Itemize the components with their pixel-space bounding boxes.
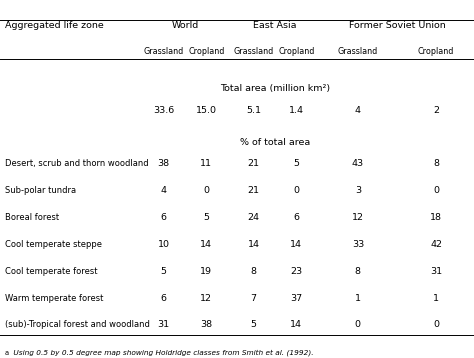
Text: 12: 12 <box>200 294 212 303</box>
Text: World: World <box>171 21 199 30</box>
Text: Grassland: Grassland <box>338 47 378 55</box>
Text: Cropland: Cropland <box>418 47 454 55</box>
Text: 37: 37 <box>290 294 302 303</box>
Text: 8: 8 <box>251 267 256 276</box>
Text: 0: 0 <box>203 186 209 195</box>
Text: 1: 1 <box>433 294 439 303</box>
Text: 33: 33 <box>352 240 364 249</box>
Text: 14: 14 <box>200 240 212 249</box>
Text: Boreal forest: Boreal forest <box>5 213 59 222</box>
Text: 6: 6 <box>293 213 299 222</box>
Text: 10: 10 <box>157 240 170 249</box>
Text: 5.1: 5.1 <box>246 106 261 115</box>
Text: 1: 1 <box>355 294 361 303</box>
Text: 24: 24 <box>247 213 260 222</box>
Text: 0: 0 <box>433 320 439 329</box>
Text: 43: 43 <box>352 159 364 168</box>
Text: 5: 5 <box>161 267 166 276</box>
Text: Desert, scrub and thorn woodland: Desert, scrub and thorn woodland <box>5 159 148 168</box>
Text: 14: 14 <box>290 320 302 329</box>
Text: East Asia: East Asia <box>253 21 297 30</box>
Text: 0: 0 <box>355 320 361 329</box>
Text: Grassland: Grassland <box>234 47 273 55</box>
Text: 15.0: 15.0 <box>196 106 217 115</box>
Text: 2: 2 <box>433 106 439 115</box>
Text: 8: 8 <box>355 267 361 276</box>
Text: Total area (million km²): Total area (million km²) <box>220 84 330 93</box>
Text: 4: 4 <box>355 106 361 115</box>
Text: 12: 12 <box>352 213 364 222</box>
Text: 0: 0 <box>433 186 439 195</box>
Text: Cropland: Cropland <box>278 47 314 55</box>
Text: Warm temperate forest: Warm temperate forest <box>5 294 103 303</box>
Text: 19: 19 <box>200 267 212 276</box>
Text: Sub-polar tundra: Sub-polar tundra <box>5 186 76 195</box>
Text: Using 0.5 by 0.5 degree map showing Holdridge classes from Smith et al. (1992).: Using 0.5 by 0.5 degree map showing Hold… <box>11 350 313 356</box>
Text: 38: 38 <box>157 159 170 168</box>
Text: 42: 42 <box>430 240 442 249</box>
Text: 38: 38 <box>200 320 212 329</box>
Text: 11: 11 <box>200 159 212 168</box>
Text: 33.6: 33.6 <box>153 106 174 115</box>
Text: Cropland: Cropland <box>188 47 224 55</box>
Text: 31: 31 <box>430 267 442 276</box>
Text: a: a <box>5 350 9 356</box>
Text: 6: 6 <box>161 213 166 222</box>
Text: 5: 5 <box>293 159 299 168</box>
Text: 5: 5 <box>203 213 209 222</box>
Text: Aggregated life zone: Aggregated life zone <box>5 21 103 30</box>
Text: 1.4: 1.4 <box>289 106 304 115</box>
Text: 5: 5 <box>251 320 256 329</box>
Text: (sub)-Tropical forest and woodland: (sub)-Tropical forest and woodland <box>5 320 150 329</box>
Text: 21: 21 <box>247 159 260 168</box>
Text: 21: 21 <box>247 186 260 195</box>
Text: 0: 0 <box>293 186 299 195</box>
Text: 18: 18 <box>430 213 442 222</box>
Text: 14: 14 <box>290 240 302 249</box>
Text: Cool temperate steppe: Cool temperate steppe <box>5 240 102 249</box>
Text: 23: 23 <box>290 267 302 276</box>
Text: % of total area: % of total area <box>240 138 310 147</box>
Text: 31: 31 <box>157 320 170 329</box>
Text: Former Soviet Union: Former Soviet Union <box>349 21 446 30</box>
Text: 8: 8 <box>433 159 439 168</box>
Text: 4: 4 <box>161 186 166 195</box>
Text: 3: 3 <box>355 186 361 195</box>
Text: 14: 14 <box>247 240 260 249</box>
Text: 6: 6 <box>161 294 166 303</box>
Text: Grassland: Grassland <box>144 47 183 55</box>
Text: 7: 7 <box>251 294 256 303</box>
Text: Cool temperate forest: Cool temperate forest <box>5 267 97 276</box>
